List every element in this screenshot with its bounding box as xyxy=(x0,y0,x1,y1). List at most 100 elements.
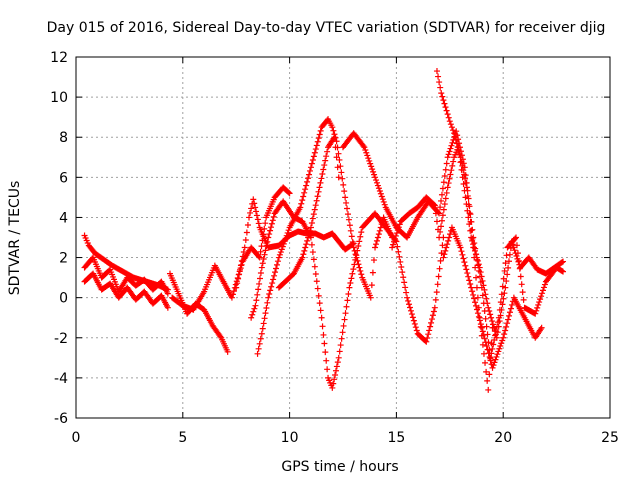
data-point xyxy=(254,216,261,223)
data-point xyxy=(448,142,455,149)
data-point xyxy=(234,280,241,287)
data-point xyxy=(318,175,325,182)
data-point xyxy=(514,255,521,262)
data-point xyxy=(475,313,482,320)
data-point xyxy=(436,265,443,272)
data-point xyxy=(301,247,308,254)
data-point xyxy=(273,265,280,272)
data-point xyxy=(461,259,468,266)
data-point xyxy=(378,193,385,200)
data-point xyxy=(498,306,505,313)
data-point xyxy=(269,280,276,287)
data-point xyxy=(510,244,517,251)
data-point xyxy=(440,206,447,213)
data-point xyxy=(333,154,340,161)
y-tick-label: -2 xyxy=(54,331,68,347)
data-point xyxy=(254,350,261,357)
data-point xyxy=(461,171,468,178)
data-point xyxy=(358,271,365,278)
data-point xyxy=(243,229,250,236)
data-point xyxy=(310,256,317,263)
x-tick-label: 25 xyxy=(601,430,619,446)
data-point xyxy=(520,296,527,303)
data-point xyxy=(395,248,402,255)
data-point xyxy=(503,278,510,285)
data-point xyxy=(444,184,451,191)
axis-ticks xyxy=(75,56,611,419)
y-tick-label: 6 xyxy=(59,170,68,186)
data-point xyxy=(505,316,512,323)
data-point xyxy=(466,277,473,284)
data-point xyxy=(489,318,496,325)
data-point xyxy=(446,234,453,241)
data-point xyxy=(314,285,321,292)
data-point xyxy=(259,260,266,267)
x-tick-labels: 0 5 10 15 20 25 xyxy=(72,430,619,446)
data-point xyxy=(498,340,505,347)
data-point xyxy=(351,247,358,254)
data-point xyxy=(459,162,466,169)
data-point xyxy=(400,274,407,281)
data-point xyxy=(425,331,432,338)
data-point xyxy=(311,263,318,270)
data-point xyxy=(477,321,484,328)
data-point xyxy=(255,286,262,293)
data-point xyxy=(284,229,291,236)
data-point xyxy=(331,376,338,383)
y-tick-label: -6 xyxy=(54,411,68,427)
data-point xyxy=(397,258,404,265)
data-point xyxy=(276,251,283,258)
data-point xyxy=(376,188,383,195)
data-point xyxy=(507,245,514,252)
data-point xyxy=(475,261,482,268)
data-point xyxy=(538,293,545,300)
data-point xyxy=(459,251,466,258)
data-point xyxy=(506,312,513,319)
data-point xyxy=(495,323,502,330)
data-point xyxy=(286,190,293,197)
data-point xyxy=(499,283,506,290)
data-point xyxy=(505,264,512,271)
data-point xyxy=(480,282,487,289)
data-point xyxy=(513,252,520,259)
series-track-k xyxy=(389,144,567,341)
data-point xyxy=(309,249,316,256)
data-point xyxy=(442,166,449,173)
data-point xyxy=(164,286,171,293)
data-point xyxy=(534,304,541,311)
data-point xyxy=(255,345,262,352)
data-point xyxy=(251,200,258,207)
data-point xyxy=(512,250,519,257)
data-point xyxy=(322,157,329,164)
data-point xyxy=(509,241,516,248)
data-point xyxy=(457,244,464,251)
data-point xyxy=(437,204,444,211)
series-track-h xyxy=(254,116,396,357)
data-point xyxy=(355,261,362,268)
data-point xyxy=(464,192,471,199)
data-point xyxy=(369,166,376,173)
data-point xyxy=(444,111,451,118)
data-point xyxy=(440,254,447,261)
data-point xyxy=(395,224,402,231)
data-point xyxy=(470,291,477,298)
data-point xyxy=(437,84,444,91)
data-point xyxy=(242,237,249,244)
data-point xyxy=(323,357,330,364)
data-point xyxy=(321,340,328,347)
data-point xyxy=(496,318,503,325)
data-point xyxy=(357,233,364,240)
data-point xyxy=(352,251,359,258)
data-point xyxy=(473,274,480,281)
data-point xyxy=(440,97,447,104)
series-track-l xyxy=(433,68,496,393)
data-point xyxy=(257,248,264,255)
data-point xyxy=(356,238,363,245)
data-point xyxy=(332,372,339,379)
data-point xyxy=(265,234,272,241)
data-point xyxy=(498,291,505,298)
data-point xyxy=(505,258,512,265)
data-point xyxy=(334,359,341,366)
data-point xyxy=(394,227,401,234)
